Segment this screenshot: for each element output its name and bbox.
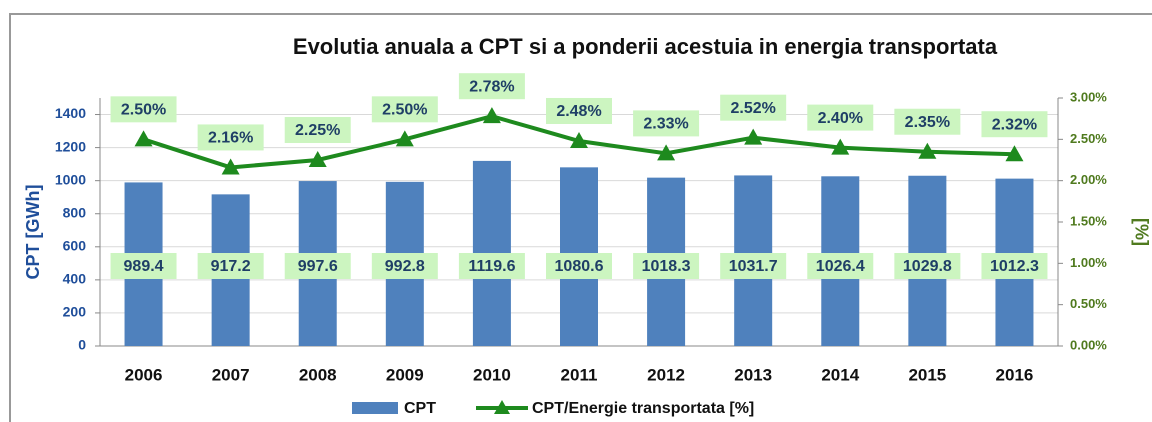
data-label: 1080.6 <box>555 258 604 275</box>
data-label: 2.16% <box>208 130 253 147</box>
data-label: 2.40% <box>818 110 863 127</box>
marker <box>395 130 414 147</box>
y-axis-label: CPT [GWh] <box>23 185 43 280</box>
data-label: 2.50% <box>121 102 166 119</box>
data-label: 989.4 <box>124 258 164 275</box>
data-label: 992.8 <box>385 258 425 275</box>
data-label: 2.50% <box>382 102 427 119</box>
label-box <box>371 253 438 279</box>
y2-tick-label: 1.00% <box>1070 255 1107 270</box>
data-label: 2.78% <box>469 78 514 95</box>
label-box <box>981 253 1048 279</box>
marker <box>308 151 327 167</box>
label-box <box>110 96 177 123</box>
data-label: 1012.3 <box>990 258 1039 275</box>
legend-swatch <box>352 402 398 414</box>
x-tick-label: 2012 <box>647 365 685 384</box>
data-label: 917.2 <box>211 258 251 275</box>
data-label: 2.48% <box>556 103 601 120</box>
marker <box>744 128 763 145</box>
marker <box>570 131 588 148</box>
legend-label: CPT/Energie transportata [%] <box>532 400 754 417</box>
data-label: 1031.7 <box>729 258 778 275</box>
label-box <box>284 117 351 143</box>
marker <box>1005 145 1024 162</box>
marker <box>831 138 850 155</box>
data-label: 997.6 <box>298 258 338 275</box>
y2-tick-label: 0.50% <box>1070 296 1107 311</box>
y-tick-label: 1200 <box>55 138 86 154</box>
x-tick-label: 2014 <box>821 365 859 384</box>
y2-tick-label: 3.00% <box>1070 89 1107 104</box>
marker <box>221 158 240 175</box>
y-tick-label: 600 <box>63 238 87 254</box>
marker <box>657 144 676 161</box>
y-tick-label: 1400 <box>55 105 86 121</box>
legend-marker <box>494 400 510 414</box>
marker <box>918 142 937 159</box>
x-tick-label: 2008 <box>299 365 337 384</box>
label-box <box>458 253 525 279</box>
data-label: 1026.4 <box>816 258 865 275</box>
y-tick-label: 1000 <box>55 171 86 187</box>
data-label: 2.35% <box>905 114 950 131</box>
x-tick-label: 2013 <box>734 365 772 384</box>
label-box <box>807 104 874 131</box>
data-label: 2.52% <box>730 100 775 117</box>
x-tick-label: 2015 <box>908 365 946 384</box>
legend-label: CPT <box>404 400 436 417</box>
marker <box>134 130 153 147</box>
data-label: 1029.8 <box>903 258 952 275</box>
label-box <box>981 111 1048 138</box>
x-tick-label: 2011 <box>561 365 598 384</box>
label-box <box>371 96 438 123</box>
y2-tick-label: 1.50% <box>1070 213 1107 228</box>
x-tick-label: 2007 <box>212 365 250 384</box>
x-tick-label: 2010 <box>473 365 511 384</box>
data-label: 2.32% <box>992 116 1037 133</box>
y-tick-label: 200 <box>63 304 87 320</box>
y2-axis-label: [%] <box>1131 218 1151 246</box>
marker <box>482 107 501 124</box>
label-box <box>284 253 351 279</box>
data-label: 1018.3 <box>642 258 691 275</box>
y2-tick-label: 0.00% <box>1070 337 1107 352</box>
label-box <box>458 73 525 100</box>
label-box <box>720 253 787 279</box>
chart-title: Evolutia anuala a CPT si a ponderii aces… <box>293 34 998 59</box>
label-box <box>720 94 787 121</box>
label-box <box>110 253 177 279</box>
x-tick-label: 2009 <box>386 365 424 384</box>
x-tick-label: 2016 <box>996 365 1034 384</box>
label-box <box>633 110 700 137</box>
data-label: 1119.6 <box>468 258 515 275</box>
label-box <box>894 253 961 279</box>
y-tick-label: 400 <box>63 271 87 287</box>
y-tick-label: 0 <box>78 337 86 353</box>
label-box <box>197 124 264 151</box>
data-label: 2.25% <box>295 122 340 139</box>
y-tick-label: 800 <box>63 204 87 220</box>
data-label: 2.33% <box>643 116 688 133</box>
label-box <box>894 108 961 135</box>
x-tick-label: 2006 <box>125 365 163 384</box>
label-box <box>546 97 612 124</box>
label-box <box>546 253 612 279</box>
label-box <box>197 253 264 279</box>
label-box <box>633 253 700 279</box>
y2-tick-label: 2.00% <box>1070 172 1107 187</box>
label-box <box>807 253 874 279</box>
y2-tick-label: 2.50% <box>1070 131 1107 146</box>
